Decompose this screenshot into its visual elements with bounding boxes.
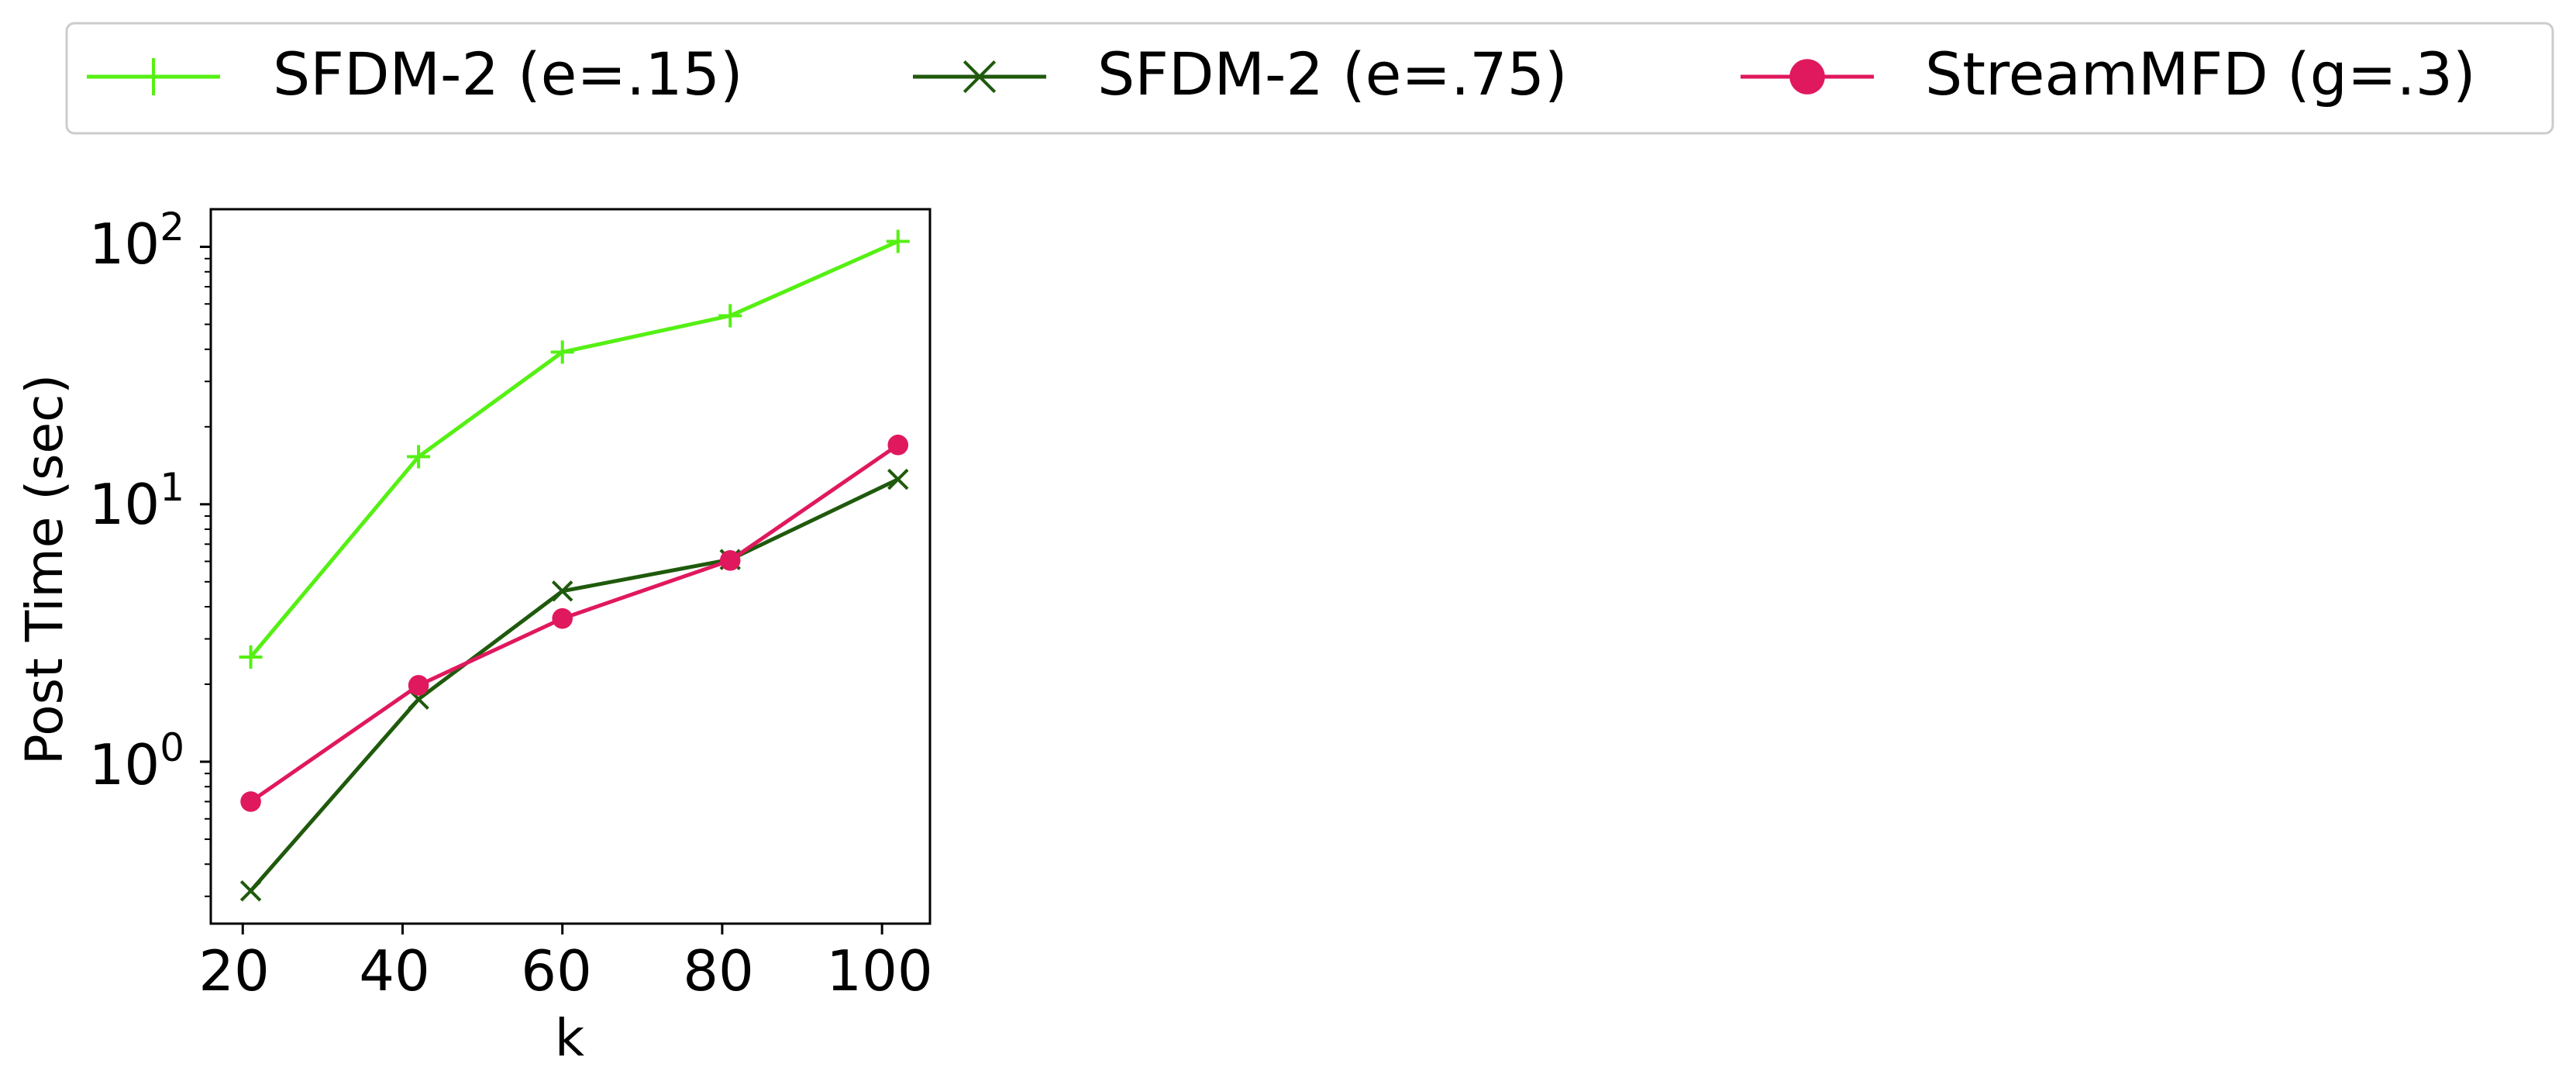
series-2-point-5-b xyxy=(887,468,909,490)
x-tick-label-80: 80 xyxy=(683,938,754,1003)
series-3-point-4 xyxy=(719,550,741,571)
series-2-point-3 xyxy=(551,580,573,602)
series-3-point-5 xyxy=(887,434,909,456)
legend-symbol-2 xyxy=(963,60,997,94)
y-tick-label-10-exp: 1 xyxy=(160,465,184,510)
series-2-point-5 xyxy=(887,468,909,490)
legend-label-1: SFDM-2 (e=.15) xyxy=(273,40,743,108)
y-tick-label-10: 101 xyxy=(89,465,184,537)
series-3-point-1 xyxy=(240,791,261,812)
x-tick-label-60: 60 xyxy=(521,938,592,1003)
y-tick-label-1-base: 10 xyxy=(89,732,160,797)
x-tick-label-40: 40 xyxy=(359,938,430,1003)
series-1-point-1 xyxy=(239,645,263,669)
x-axis: 20 40 60 80 100 k xyxy=(198,924,933,1068)
x-tick-marks xyxy=(241,924,883,934)
plot-frame xyxy=(209,208,932,925)
y-tick-label-1-exp: 0 xyxy=(160,725,184,770)
y-tick-marks xyxy=(200,246,211,897)
series-2-point-3-b xyxy=(551,580,573,602)
series-3-point-2 xyxy=(408,675,429,696)
plot-area xyxy=(209,208,932,925)
x-tick-label-20: 20 xyxy=(198,938,270,1003)
series-1-point-2 xyxy=(407,445,431,469)
series-line-3 xyxy=(250,443,900,804)
legend-marker-2 xyxy=(913,60,1046,94)
legend-entry-3: StreamMFD (g=.3) xyxy=(1741,40,2476,108)
x-axis-label: k xyxy=(555,1008,585,1068)
legend-entry-1: SFDM-2 (e=.15) xyxy=(87,40,743,108)
y-tick-label-100: 102 xyxy=(89,205,184,277)
series-1-point-3 xyxy=(550,340,574,364)
legend-symbol-3 xyxy=(1789,59,1825,95)
series-3-point-3 xyxy=(552,607,573,629)
series-line-1 xyxy=(249,239,899,659)
legend-label-3: StreamMFD (g=.3) xyxy=(1925,40,2476,108)
x-tick-label-100: 100 xyxy=(826,938,932,1003)
series-1-point-4 xyxy=(718,304,742,328)
series-2-point-1 xyxy=(239,880,262,902)
y-tick-label-100-exp: 2 xyxy=(160,205,184,250)
series-1-point-5 xyxy=(886,229,910,253)
y-tick-label-100-base: 10 xyxy=(89,212,160,277)
y-axis-label: Post Time (sec) xyxy=(15,374,74,765)
legend-entry-2: SFDM-2 (e=.75) xyxy=(913,40,1568,108)
y-axis: 100 101 102 Post Time (sec) xyxy=(15,205,211,897)
legend-symbol-1 xyxy=(135,58,172,95)
y-tick-label-1: 100 xyxy=(89,725,184,797)
y-tick-label-10-base: 10 xyxy=(89,472,160,537)
series-2-point-1-b xyxy=(239,880,262,902)
legend-symbol-2-b xyxy=(963,60,997,94)
legend-label-2: SFDM-2 (e=.75) xyxy=(1097,40,1568,108)
legend-frame xyxy=(65,22,2554,135)
legend-marker-1 xyxy=(87,58,220,95)
legend: SFDM-2 (e=.15) SFDM-2 (e=.75) StreamMFD … xyxy=(65,22,2554,135)
series-layer xyxy=(239,229,910,902)
legend-marker-3 xyxy=(1741,59,1874,95)
